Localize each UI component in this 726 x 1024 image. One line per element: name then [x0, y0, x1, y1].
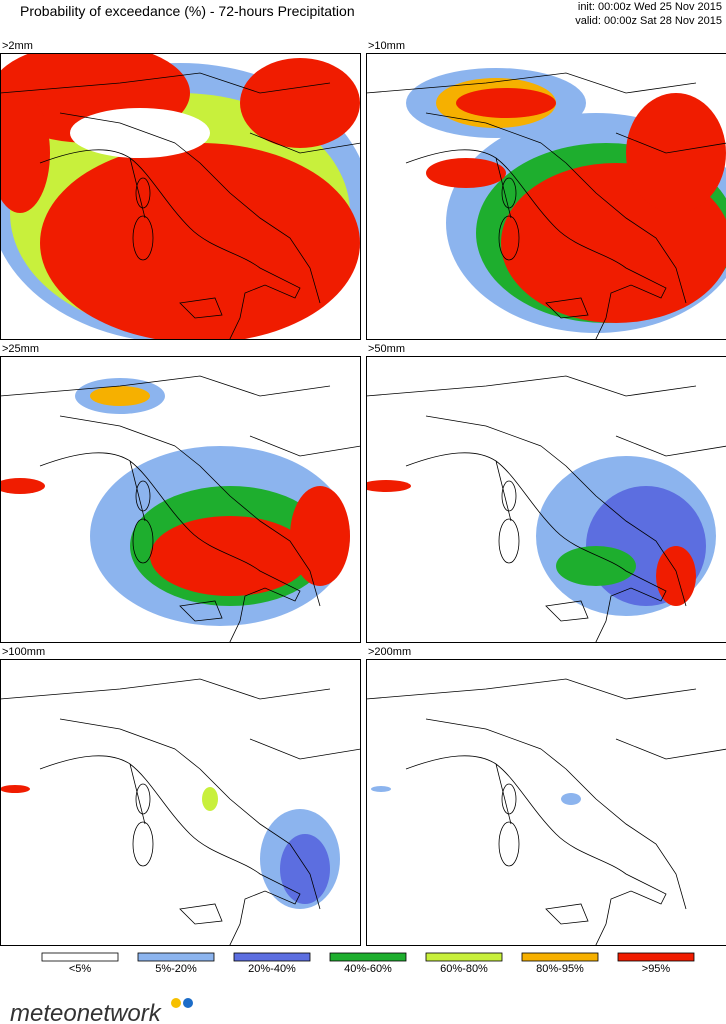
- probability-area: [202, 787, 218, 811]
- legend-swatch: [617, 952, 695, 962]
- island: [501, 177, 517, 209]
- panel-label: >2mm: [2, 40, 33, 52]
- map-background: [366, 659, 726, 946]
- map-panel: [0, 53, 361, 340]
- island: [132, 215, 154, 261]
- map-content: [366, 53, 726, 340]
- logo-text: meteonetwork: [10, 1000, 163, 1024]
- island: [135, 783, 151, 815]
- logo-dot: [171, 998, 181, 1008]
- init-time: init: 00:00z Wed 25 Nov 2015: [578, 1, 722, 13]
- island: [545, 600, 589, 622]
- probability-area: [90, 386, 150, 406]
- island: [179, 600, 223, 622]
- map-panel: [366, 53, 726, 340]
- panel-label: >100mm: [2, 646, 45, 658]
- legend-swatch: [521, 952, 599, 962]
- island: [135, 177, 151, 209]
- probability-area: [0, 478, 45, 494]
- panel-frame: [366, 659, 726, 946]
- panels: >2mm >10mm >25mm >50mm >100mm >200mm: [0, 40, 726, 946]
- island: [135, 480, 151, 512]
- probability-area: [556, 546, 636, 586]
- map-panel: [0, 659, 361, 946]
- legend-swatch: [425, 952, 503, 962]
- title: Probability of exceedance (%) - 72-hours…: [20, 3, 355, 19]
- map-content: [0, 53, 361, 340]
- coastline: [0, 678, 361, 946]
- island: [501, 480, 517, 512]
- map-panel: [366, 659, 726, 946]
- legend-swatch: [41, 952, 119, 962]
- panel-label: >50mm: [368, 343, 405, 355]
- probability-area: [290, 486, 350, 586]
- legend-label: 5%-20%: [155, 963, 197, 975]
- island: [498, 215, 520, 261]
- legend-label: 80%-95%: [536, 963, 584, 975]
- legend-label: 40%-60%: [344, 963, 392, 975]
- panel-label: >10mm: [368, 40, 405, 52]
- panel-frame: [0, 659, 361, 946]
- panel-frame: [0, 53, 361, 340]
- map-panel: [366, 356, 726, 643]
- probability-area: [366, 480, 411, 492]
- map-content: [0, 659, 361, 946]
- island: [498, 518, 520, 564]
- coastline: [366, 72, 726, 340]
- map-content: [366, 659, 726, 946]
- island: [132, 518, 154, 564]
- panel-label: >25mm: [2, 343, 39, 355]
- probability-area: [626, 93, 726, 213]
- legend-label: <5%: [69, 963, 92, 975]
- probability-area: [0, 785, 30, 793]
- probability-area: [561, 793, 581, 805]
- legend-label: 60%-80%: [440, 963, 488, 975]
- legend-swatch: [137, 952, 215, 962]
- legend-label: >95%: [642, 963, 671, 975]
- map-content: [0, 356, 361, 643]
- panel-frame: [366, 356, 726, 643]
- panel-frame: [0, 356, 361, 643]
- map-panel: [0, 356, 361, 643]
- legend: <5% 5%-20% 20%-40% 40%-60% 60%-80% 80%-95% >95…: [41, 952, 695, 975]
- probability-area: [426, 158, 506, 188]
- island: [545, 903, 589, 925]
- island: [501, 783, 517, 815]
- panel-label: >200mm: [368, 646, 411, 658]
- probability-area: [371, 786, 391, 792]
- legend-swatch: [233, 952, 311, 962]
- island: [545, 297, 589, 319]
- probability-area: [280, 834, 330, 904]
- probability-area: [240, 58, 360, 148]
- coastline: [366, 375, 726, 643]
- coastline: [366, 678, 726, 946]
- probability-area: [40, 143, 360, 340]
- map-content: [366, 356, 726, 643]
- valid-time: valid: 00:00z Sat 28 Nov 2015: [575, 15, 722, 27]
- logo-dot: [183, 998, 193, 1008]
- probability-area: [456, 88, 556, 118]
- island: [179, 903, 223, 925]
- island: [132, 821, 154, 867]
- probability-area: [656, 546, 696, 606]
- probability-area: [0, 93, 50, 213]
- island: [498, 821, 520, 867]
- legend-swatch: [329, 952, 407, 962]
- panel-frame: [366, 53, 726, 340]
- legend-label: 20%-40%: [248, 963, 296, 975]
- island: [179, 297, 223, 319]
- coastline: [0, 72, 361, 340]
- coastline: [0, 375, 361, 643]
